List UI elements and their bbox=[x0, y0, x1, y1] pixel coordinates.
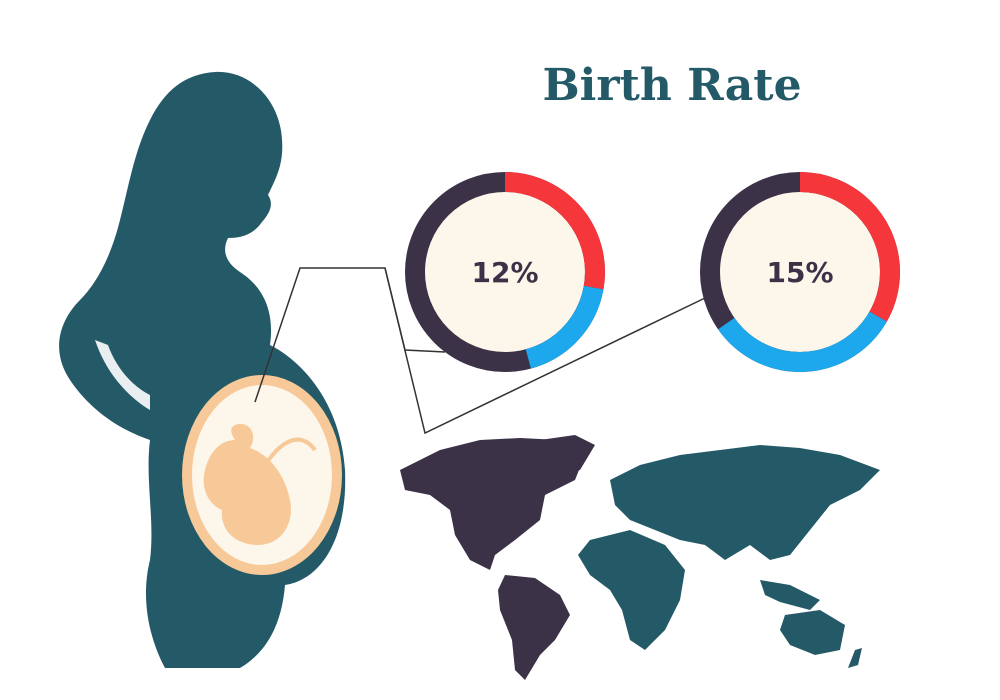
fetus bbox=[203, 424, 291, 545]
ring-red bbox=[700, 172, 900, 372]
stat-label: 12% bbox=[471, 256, 538, 289]
north-america bbox=[400, 438, 585, 570]
silhouette bbox=[59, 71, 346, 668]
africa bbox=[578, 530, 685, 650]
ring-red bbox=[405, 172, 605, 372]
donut: 15% bbox=[700, 172, 900, 372]
greenland bbox=[540, 435, 595, 475]
world-map bbox=[400, 435, 880, 680]
ring-blue bbox=[700, 172, 900, 372]
donut-center bbox=[415, 182, 595, 362]
new-zealand bbox=[848, 648, 862, 668]
eurasia bbox=[610, 445, 880, 560]
australia bbox=[780, 610, 845, 655]
donut-center bbox=[710, 182, 890, 362]
title: Birth Rate bbox=[542, 60, 801, 111]
south-america bbox=[498, 575, 570, 680]
donut: 12% bbox=[405, 172, 605, 372]
stat-label: 15% bbox=[766, 256, 833, 289]
southeast-asia bbox=[760, 580, 820, 610]
connectors bbox=[254, 267, 706, 435]
